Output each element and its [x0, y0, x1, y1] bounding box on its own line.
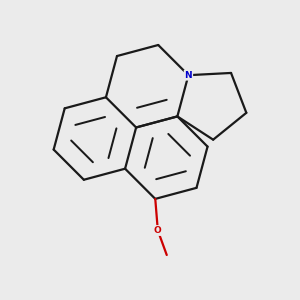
Text: N: N: [184, 71, 192, 80]
Text: O: O: [154, 226, 162, 235]
